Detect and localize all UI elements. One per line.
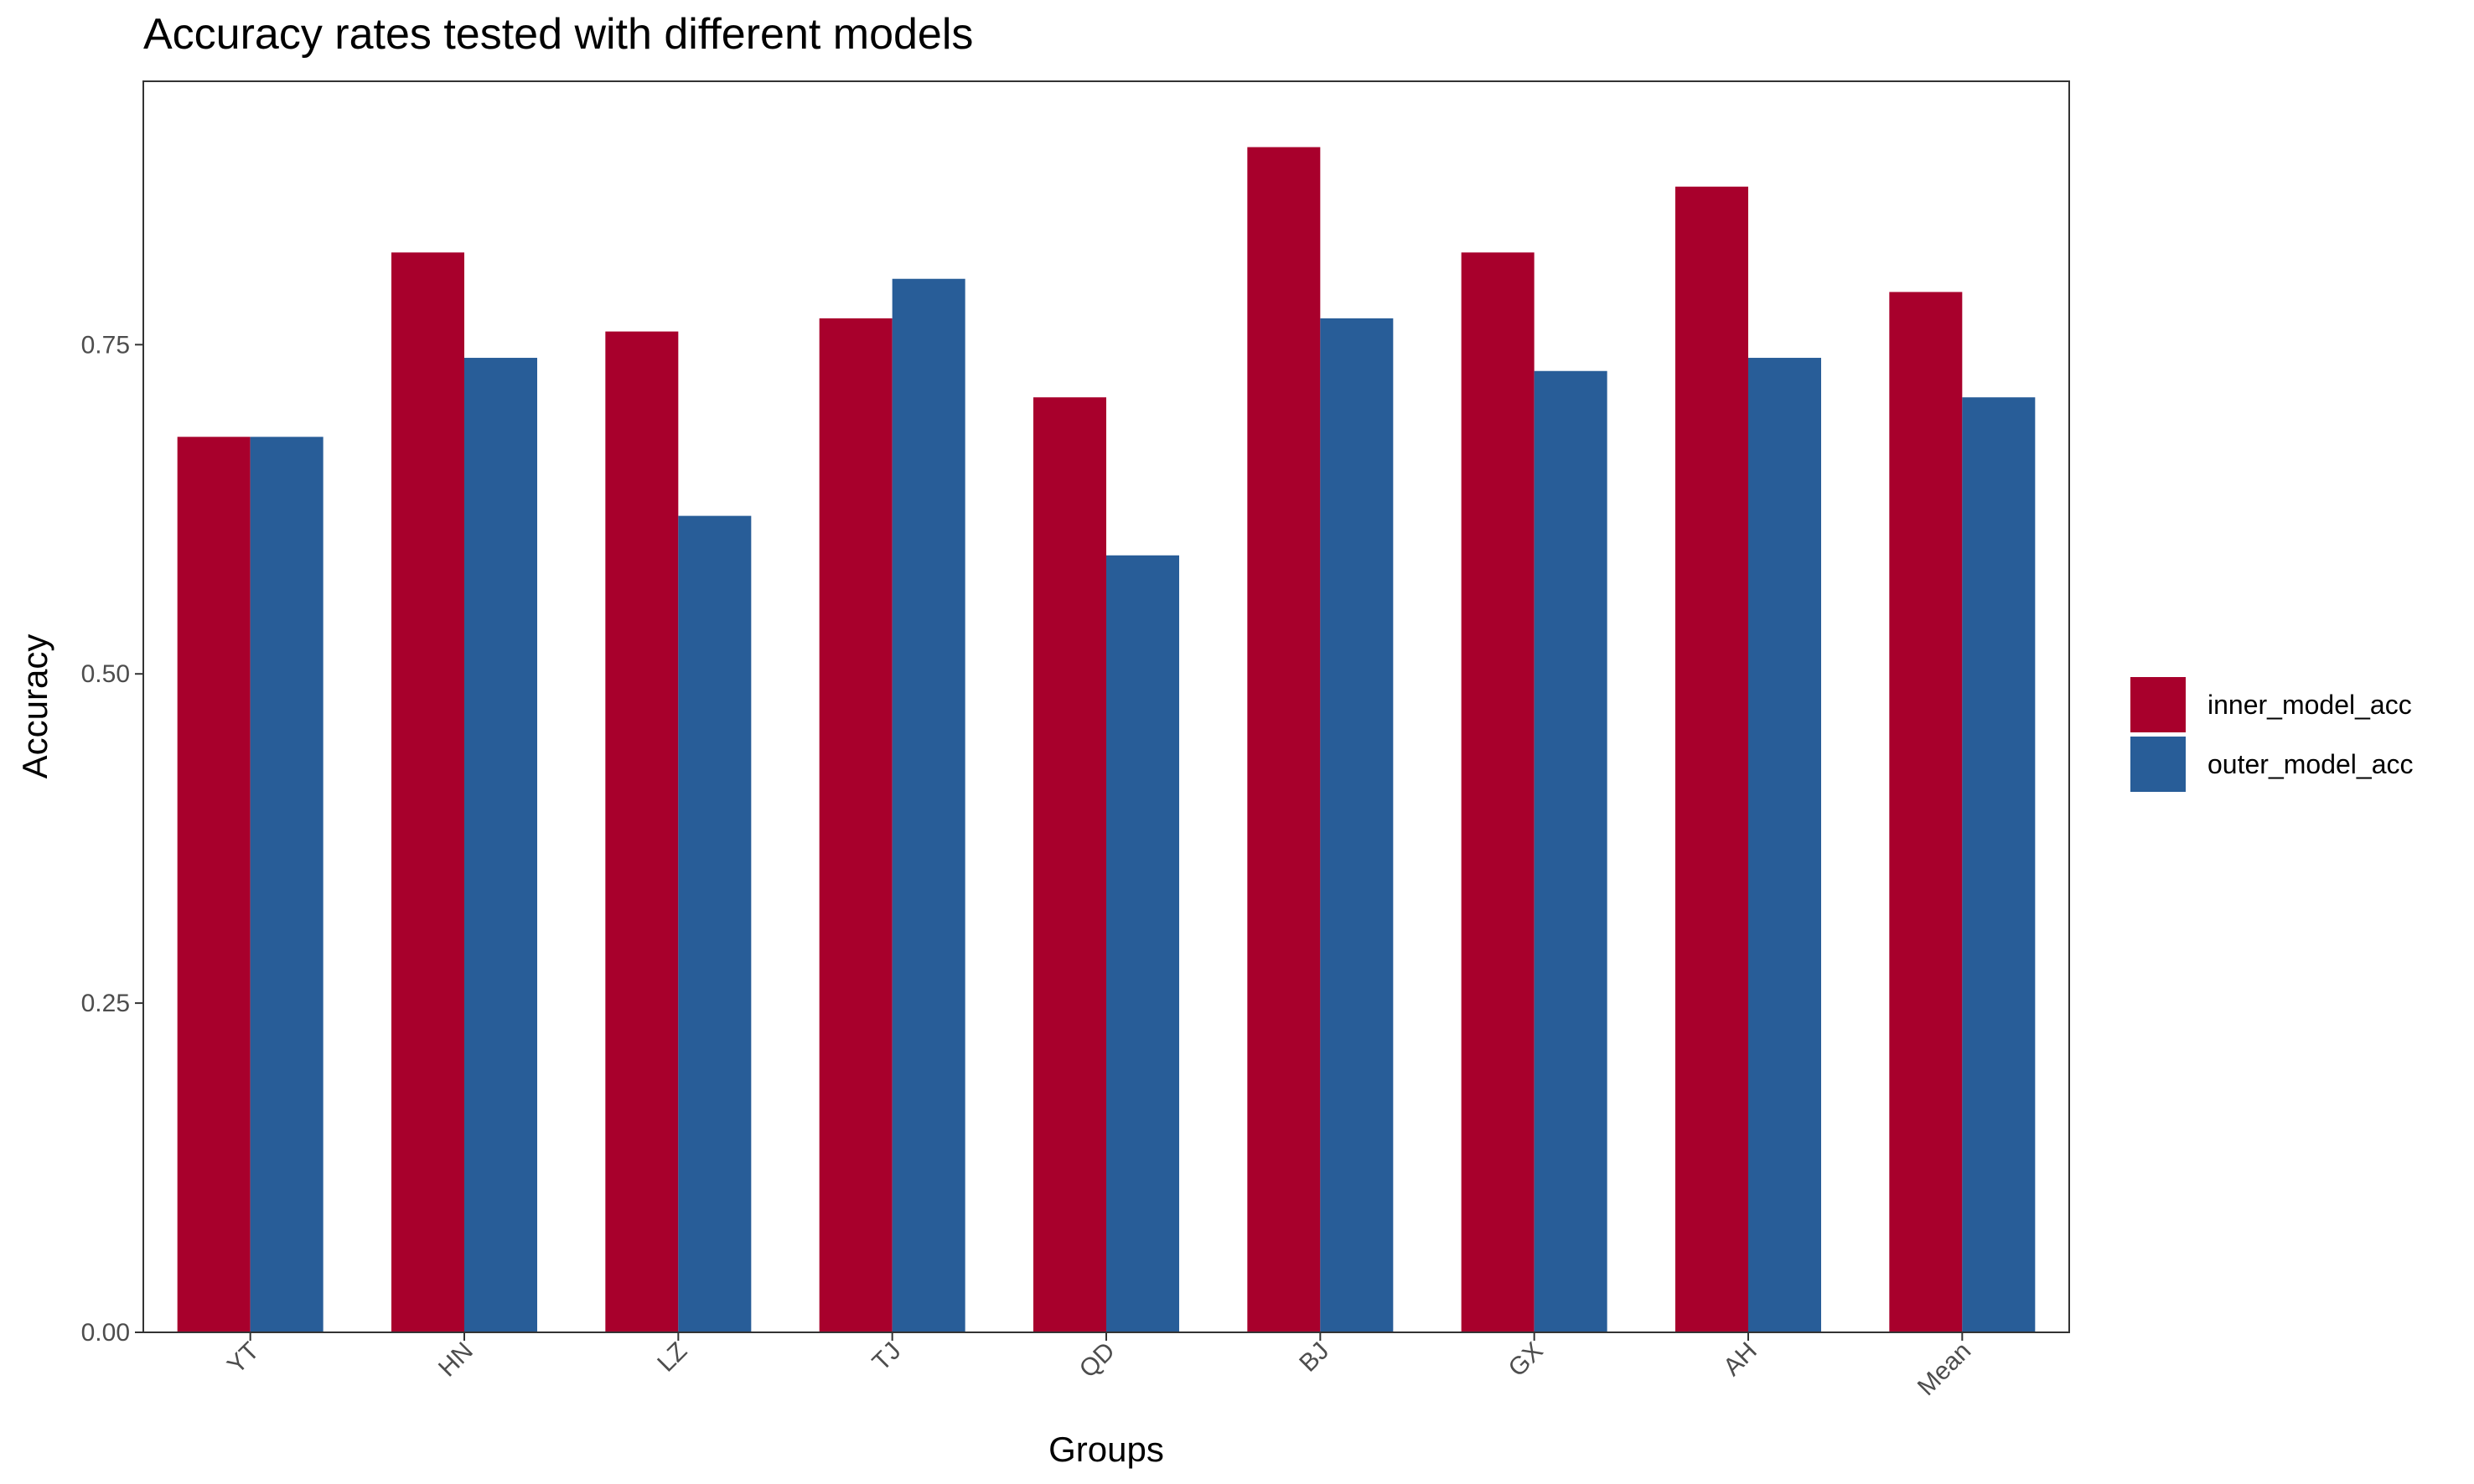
legend: inner_model_acc outer_model_acc [2130,677,2413,792]
bar-inner_model_acc-GX [1461,252,1535,1332]
bar-inner_model_acc-HN [391,252,464,1332]
bar-outer_model_acc-HN [464,358,537,1332]
bar-outer_model_acc-LZ [678,515,752,1332]
bar-inner_model_acc-TJ [819,318,893,1332]
bar-outer_model_acc-AH [1748,358,1821,1332]
bar-outer_model_acc-YT [250,437,323,1332]
legend-label-inner_model_acc: inner_model_acc [2207,690,2412,720]
bar-outer_model_acc-GX [1534,370,1607,1333]
legend-key-outer_model_acc [2130,737,2186,792]
bars-layer [177,147,2036,1333]
bar-inner_model_acc-QD [1033,397,1106,1332]
bar-outer_model_acc-BJ [1320,318,1394,1332]
y-tick-label: 0.25 [81,990,130,1017]
y-tick-label: 0.75 [81,331,130,359]
legend-label-outer_model_acc: outer_model_acc [2207,749,2413,779]
bar-inner_model_acc-YT [177,437,251,1332]
bar-inner_model_acc-Mean [1889,292,1963,1332]
bar-outer_model_acc-Mean [1962,397,2036,1332]
bar-inner_model_acc-AH [1675,186,1748,1332]
y-axis: 0.00 0.25 0.50 0.75 [81,331,143,1347]
plot-panel-border [142,80,2070,1333]
y-axis-title: Accuracy [15,634,54,779]
chart-title: Accuracy rates tested with different mod… [143,10,973,59]
bar-outer_model_acc-QD [1106,555,1179,1332]
y-tick-label: 0.50 [81,660,130,688]
legend-key-inner_model_acc [2130,677,2186,732]
bar-outer_model_acc-TJ [892,278,965,1333]
bar-inner_model_acc-LZ [605,331,679,1333]
x-axis-title: Groups [1048,1430,1164,1469]
y-tick-label: 0.00 [81,1319,130,1347]
bar-inner_model_acc-BJ [1247,147,1321,1332]
